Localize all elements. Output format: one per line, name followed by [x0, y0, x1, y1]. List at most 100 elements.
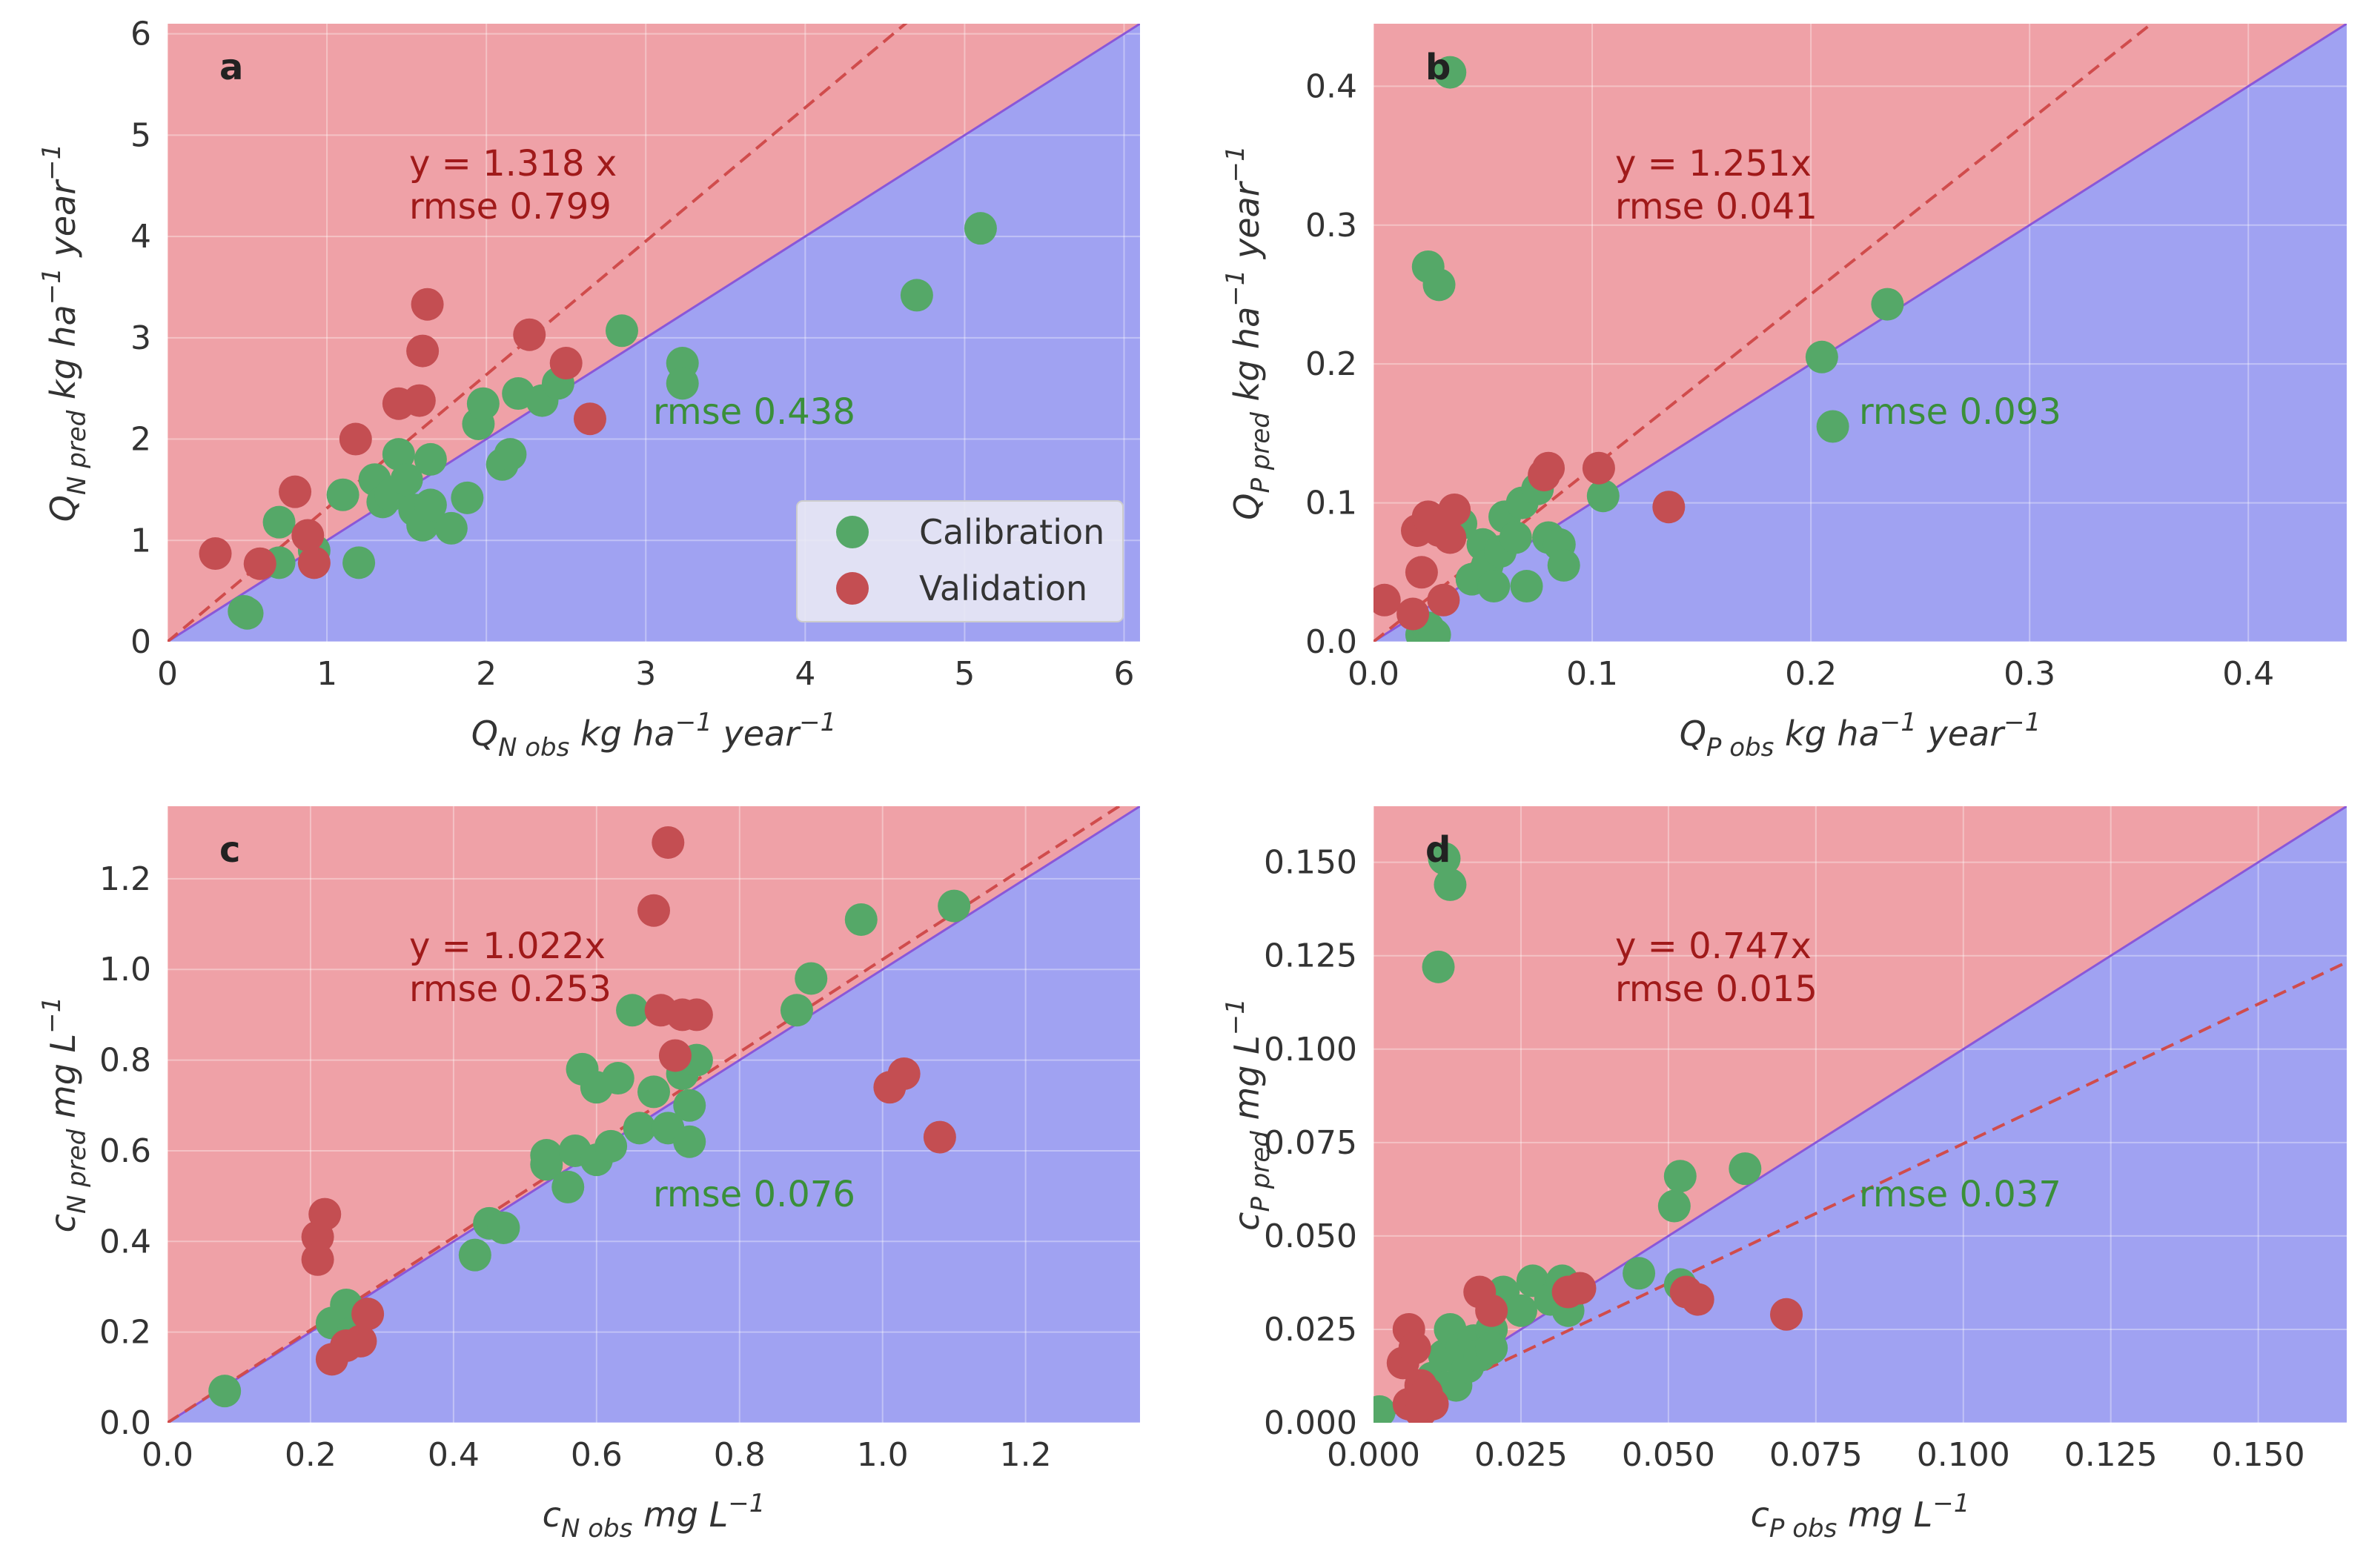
x-tick-label: 0.150	[2212, 1436, 2305, 1474]
calibration-point	[390, 463, 423, 496]
calibration-point	[228, 594, 261, 628]
calibration-point	[1422, 950, 1455, 983]
calibration-point	[1871, 288, 1904, 321]
fit-equation: y = 1.022x	[409, 926, 606, 967]
x-tick-label: 0.2	[1785, 655, 1837, 693]
rmse-validation: rmse 0.041	[1615, 186, 1817, 227]
calibration-point	[382, 438, 415, 471]
calibration-point	[666, 367, 699, 400]
validation-point	[513, 318, 546, 351]
calibration-point	[262, 505, 296, 539]
x-tick-label: 0.075	[1769, 1436, 1863, 1474]
legend-calibration-marker	[836, 516, 869, 548]
y-tick-label: 1.0	[99, 951, 151, 989]
axis-label-base: c	[543, 1495, 561, 1535]
y-axis-label: QN pred kg ha−1 year−1	[37, 144, 92, 522]
validation-point	[1416, 1387, 1449, 1421]
axis-label-sup: −1	[37, 997, 67, 1034]
y-tick-label: 0.4	[1305, 67, 1357, 105]
validation-point	[1373, 583, 1401, 617]
series-validation	[301, 825, 956, 1376]
x-tick-label: 3	[635, 655, 656, 693]
calibration-point	[616, 994, 649, 1027]
calibration-point	[780, 994, 813, 1027]
x-tick-label: 0.8	[714, 1436, 766, 1474]
calibration-point	[1805, 340, 1838, 373]
calibration-point	[1663, 1160, 1697, 1193]
calibration-point	[1475, 1332, 1508, 1365]
axis-label-base: Q	[1227, 494, 1267, 520]
fit-equation: y = 1.318 x	[409, 143, 617, 185]
calibration-point	[458, 1238, 491, 1272]
axis-label-sup: −1	[37, 268, 67, 305]
axis-label-sup2: −1	[1221, 145, 1250, 182]
calibration-point	[1434, 56, 1467, 89]
panel-letter: a	[219, 47, 243, 88]
validation-point	[1563, 1272, 1597, 1305]
validation-point	[1582, 451, 1615, 485]
axis-label-sup: −1	[675, 708, 712, 737]
y-tick-label: 0.0	[1305, 623, 1357, 661]
panel-d: 0.000 0.025 0.050 0.075 0.100 0.125 0.150 0.000…	[1221, 806, 2347, 1544]
y-axis-label: cP pred mg L−1	[1221, 998, 1276, 1231]
axis-label-units: kg ha	[569, 714, 675, 754]
calibration-point	[1586, 479, 1620, 513]
axis-label-units: kg ha	[43, 305, 83, 410]
validation-point	[1770, 1298, 1803, 1331]
x-tick-label: 0.1	[1566, 655, 1618, 693]
panel-letter: c	[219, 829, 240, 871]
y-tick-label: 0.6	[99, 1132, 151, 1170]
validation-point	[411, 288, 444, 321]
x-tick-label: 5	[954, 655, 975, 693]
y-tick-label: 1	[130, 522, 151, 559]
panel-b: 0.0 0.1 0.2 0.3 0.40.00.10.20.30.4QP obs kg …	[1221, 24, 2347, 763]
fit-equation: y = 0.747x	[1615, 926, 1812, 967]
calibration-point	[623, 1112, 656, 1145]
y-tick-label: 0	[130, 623, 151, 661]
validation-point	[402, 384, 436, 417]
panel-letter: d	[1425, 829, 1451, 871]
x-axis-label: cN obs mg L−1	[543, 1489, 766, 1544]
axis-label-sub: P pred	[1246, 1131, 1276, 1212]
x-tick-label: 0.6	[571, 1436, 623, 1474]
x-tick-label: 0.4	[428, 1436, 480, 1474]
rmse-validation: rmse 0.015	[1615, 969, 1817, 1010]
calibration-point	[594, 1129, 628, 1163]
validation-point	[549, 347, 583, 380]
validation-point	[652, 825, 685, 859]
axis-label-base: Q	[471, 714, 498, 754]
series-validation	[1373, 451, 1686, 631]
axis-label-units2: year	[43, 179, 83, 268]
axis-label-base: Q	[43, 495, 83, 522]
rmse-calibration: rmse 0.037	[1859, 1174, 2061, 1215]
fit-line	[1373, 960, 2347, 1423]
axis-label-units2: year	[1917, 714, 2006, 754]
calibration-point	[1499, 521, 1532, 554]
one-to-one-line	[168, 24, 1140, 642]
rmse-calibration: rmse 0.093	[1859, 391, 2061, 433]
y-tick-label: 0.4	[99, 1223, 151, 1260]
validation-point	[243, 547, 276, 580]
x-axis-label: QN obs kg ha−1 year−1	[471, 708, 837, 763]
validation-point	[573, 402, 606, 436]
x-tick-label: 0.050	[1622, 1436, 1715, 1474]
one-to-one-line	[1373, 806, 2347, 1423]
axis-label-sub: N pred	[62, 410, 92, 495]
calibration-point	[964, 212, 997, 245]
x-tick-label: 1.0	[857, 1436, 909, 1474]
y-axis-label: cN pred mg L−1	[37, 997, 92, 1233]
x-tick-label: 0.025	[1474, 1436, 1568, 1474]
y-tick-label: 1.2	[99, 860, 151, 898]
legend-validation-marker	[836, 572, 869, 605]
x-tick-label: 0.2	[285, 1436, 337, 1474]
calibration-point	[1623, 1257, 1656, 1290]
axis-label-sub: N obs	[498, 733, 569, 763]
series-calibration	[1405, 56, 1904, 642]
legend-box	[796, 500, 1124, 622]
calibration-point	[466, 387, 500, 420]
calibration-point	[551, 1170, 585, 1203]
x-tick-label: 1.2	[1000, 1436, 1052, 1474]
calibration-point	[900, 279, 933, 312]
validation-point	[680, 998, 713, 1032]
